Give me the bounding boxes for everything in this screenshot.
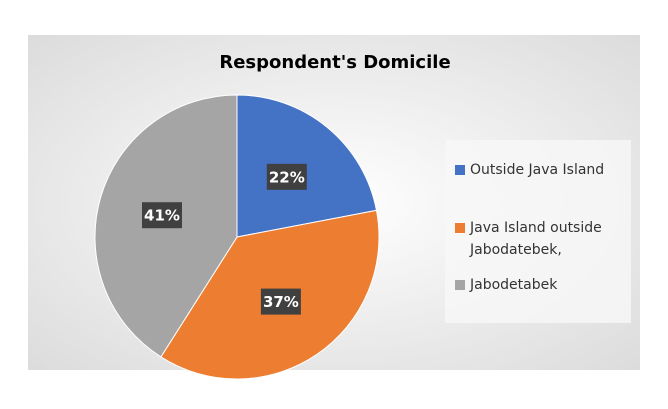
data-label-box — [142, 202, 183, 229]
legend-line: Java Island outside — [469, 220, 602, 236]
legend-swatch — [455, 280, 465, 290]
legend-label: Jabodetabek — [469, 277, 558, 293]
legend-box — [445, 140, 631, 323]
legend-line: Jabodatebek, — [469, 242, 562, 258]
legend-swatch — [455, 165, 465, 175]
data-label: 22% — [269, 168, 305, 186]
legend-label: Java Island outside Jabodatebek, — [469, 220, 602, 258]
data-label-box — [266, 163, 307, 190]
data-label: 41% — [144, 207, 180, 225]
data-label: 37% — [263, 293, 299, 311]
legend-swatch — [455, 223, 465, 233]
data-label-box — [260, 288, 301, 315]
legend-label: Outside Java Island — [470, 162, 604, 178]
chart-title: Respondent's Domicile — [219, 52, 450, 73]
